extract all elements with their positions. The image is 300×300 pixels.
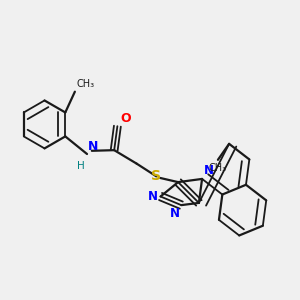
Text: N: N — [170, 207, 180, 220]
Text: H: H — [77, 161, 85, 171]
Text: S: S — [152, 169, 161, 183]
Text: CH₃: CH₃ — [209, 163, 227, 173]
Text: N: N — [204, 164, 214, 177]
Text: O: O — [120, 112, 130, 124]
Text: N: N — [148, 190, 158, 203]
Text: CH₃: CH₃ — [76, 79, 94, 89]
Text: N: N — [88, 140, 98, 153]
